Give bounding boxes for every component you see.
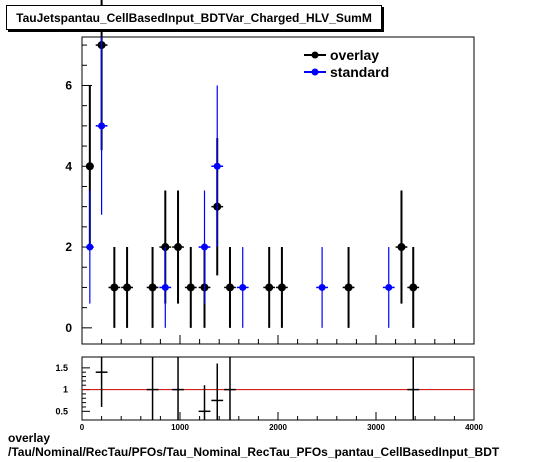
main-y-tick-label: 6	[65, 78, 72, 92]
overlay-point	[265, 283, 274, 292]
overlay-point	[225, 283, 234, 292]
legend-overlay-label: overlay	[330, 47, 379, 63]
overlay-point	[148, 283, 157, 292]
ratio-x-tick-label: 1000	[171, 423, 189, 432]
ratio-y-tick-label: 0.5	[55, 406, 68, 416]
overlay-point	[174, 243, 183, 252]
overlay-point	[123, 283, 132, 292]
footer-line-1: overlay	[8, 431, 51, 445]
footer-line-2: /Tau/Nominal/RecTau/PFOs/Tau_Nominal_Rec…	[8, 445, 500, 459]
legend-standard-marker	[311, 68, 319, 76]
main-plot: 0 2 4 6	[65, 0, 475, 345]
standard-point	[98, 122, 106, 130]
ratio-frame	[81, 356, 475, 421]
histogram-title: TauJetspantau_CellBasedInput_BDTVar_Char…	[6, 5, 382, 30]
main-y-tick-label: 4	[65, 159, 72, 173]
series-standard	[85, 37, 395, 328]
standard-point	[213, 162, 221, 170]
ratio-x-tick-label: 0	[80, 423, 85, 432]
footer-caption: overlay /Tau/Nominal/RecTau/PFOs/Tau_Nom…	[8, 431, 499, 459]
legend-overlay-marker	[311, 51, 319, 59]
overlay-point	[409, 283, 418, 292]
overlay-point	[85, 162, 94, 171]
overlay-point	[186, 283, 195, 292]
ratio-x-tick-label: 3000	[367, 423, 385, 432]
legend: overlay standard	[304, 47, 389, 80]
ratio-x-tick-label: 4000	[465, 423, 483, 432]
standard-point	[201, 243, 208, 251]
main-frame	[81, 36, 475, 345]
main-y-tick-label: 2	[65, 240, 72, 254]
overlay-point	[110, 283, 119, 292]
main-y-tick-label: 0	[65, 321, 72, 335]
standard-point	[161, 283, 169, 291]
ratio-y-tick-label: 1	[63, 385, 68, 395]
standard-point	[239, 283, 247, 291]
legend-standard-label: standard	[330, 64, 389, 80]
standard-point	[86, 243, 94, 251]
standard-point	[318, 283, 326, 291]
ratio-plot: 0.5 1 1.5 0 1000 2000 3000 4000	[55, 356, 483, 432]
ratio-y-tick-label: 1.5	[55, 363, 68, 373]
ratio-x-tick-label: 2000	[269, 423, 287, 432]
overlay-point	[277, 283, 286, 292]
overlay-point	[397, 243, 406, 252]
overlay-point	[344, 283, 353, 292]
standard-point	[385, 283, 393, 291]
